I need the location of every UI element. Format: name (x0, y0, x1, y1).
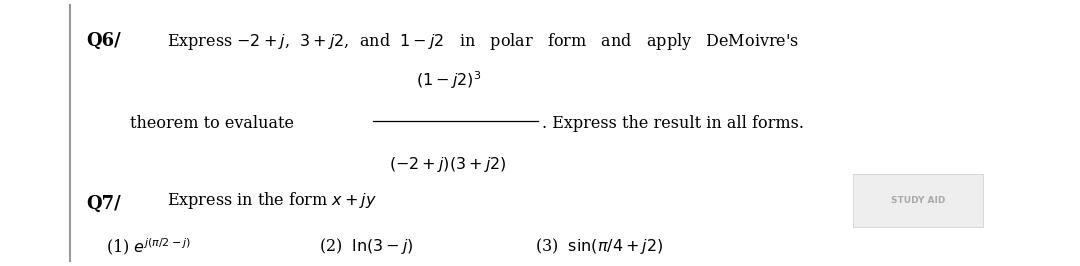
Text: (1) $e^{j(\pi/2-j)}$: (1) $e^{j(\pi/2-j)}$ (106, 236, 191, 256)
FancyBboxPatch shape (853, 174, 983, 227)
Text: (3)  $\sin(\pi/4+j2)$: (3) $\sin(\pi/4+j2)$ (535, 236, 663, 256)
Text: Q6/: Q6/ (86, 32, 121, 50)
Text: (2)  $\ln(3-j)$: (2) $\ln(3-j)$ (319, 236, 414, 256)
Text: . Express the result in all forms.: . Express the result in all forms. (542, 115, 805, 132)
Text: $(1-j2)^{3}$: $(1-j2)^{3}$ (416, 69, 481, 91)
Text: Express in the form $x + jy$: Express in the form $x + jy$ (167, 190, 377, 211)
Text: Express $-2+j$,  $3+j2$,  and  $1-j2$   in   polar   form   and   apply   DeMoiv: Express $-2+j$, $3+j2$, and $1-j2$ in po… (167, 31, 799, 52)
Text: STUDY AID: STUDY AID (891, 196, 945, 205)
Text: Q7/: Q7/ (86, 194, 121, 213)
Text: $(-2+j)(3+j2)$: $(-2+j)(3+j2)$ (389, 155, 508, 174)
Text: theorem to evaluate: theorem to evaluate (130, 115, 294, 132)
